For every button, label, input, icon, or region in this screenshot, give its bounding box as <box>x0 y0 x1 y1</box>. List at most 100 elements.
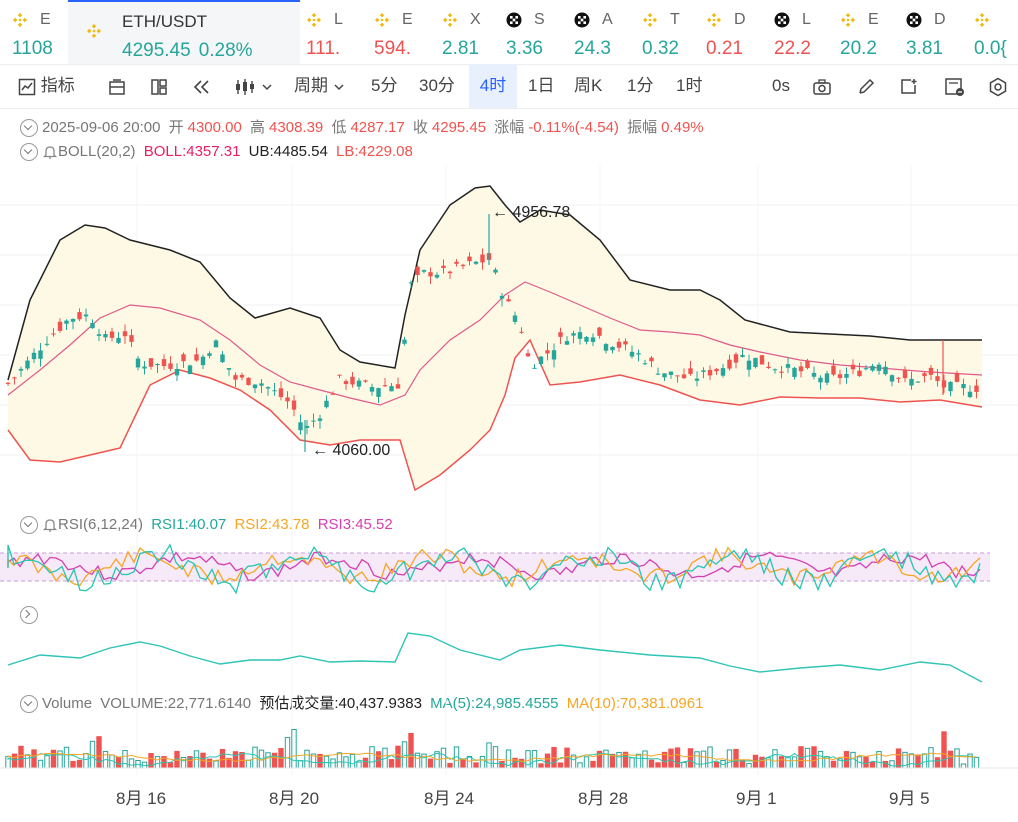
candle-body <box>935 376 940 381</box>
layout-icon <box>109 78 125 95</box>
candle-body <box>668 371 674 375</box>
calculator-button[interactable] <box>944 64 966 108</box>
ticker-price-value: 22.2 <box>774 38 811 59</box>
candle-body <box>421 270 427 272</box>
candle-body <box>317 418 323 421</box>
candle-body <box>636 353 641 355</box>
ticker-item[interactable]: ETH/USDT 4295.45 0.28% <box>68 0 300 64</box>
collapse-toggle-icon[interactable] <box>20 516 38 535</box>
candle-body <box>766 366 771 368</box>
volume-bar <box>356 761 362 769</box>
candle-body <box>83 314 89 317</box>
ticker-price-value: 3.36 <box>506 38 543 59</box>
boll-name: BOLL(20,2) <box>58 143 136 160</box>
bell-icon[interactable] <box>42 144 58 160</box>
x-axis-label: 9月 1 <box>736 789 777 808</box>
ticker-price-value: 24.3 <box>574 38 611 59</box>
ticker-price-value: 2.81 <box>442 38 479 59</box>
settings-button[interactable] <box>988 64 1008 108</box>
open-value: 4300.00 <box>187 119 242 136</box>
volume-bar <box>531 750 538 769</box>
interval-1w[interactable]: 周K <box>574 76 603 95</box>
binance-icon <box>87 24 101 38</box>
ticker-symbol: L <box>802 11 811 28</box>
candle-body <box>798 366 804 372</box>
chevron-down-icon <box>334 83 344 90</box>
candle-body <box>889 375 895 382</box>
boll-legend: BOLL(20,2) BOLL:4357.31 UB:4485.54 LB:42… <box>20 143 417 162</box>
collapse-toggle-icon[interactable] <box>20 143 38 162</box>
candle-body <box>330 393 336 395</box>
volume-bar <box>408 732 414 769</box>
indicators-button[interactable]: 指标 <box>18 64 75 108</box>
interval-1h[interactable]: 1时 <box>676 76 703 95</box>
replay-button[interactable] <box>192 64 212 108</box>
volume-bar <box>746 763 752 769</box>
expand-toggle-icon[interactable] <box>20 606 38 625</box>
volume-bar <box>687 748 694 769</box>
ticker-price-value: 20.2 <box>840 38 877 59</box>
candle-body <box>577 332 583 339</box>
candle-body <box>662 373 667 378</box>
collapse-toggle-icon[interactable] <box>20 119 38 138</box>
split-view-button[interactable] <box>150 64 168 108</box>
ticker-symbol: L <box>334 11 343 28</box>
volume-value: VOLUME:22,771.6140 <box>100 695 252 712</box>
collapse-toggle-icon[interactable] <box>20 695 38 714</box>
draw-button[interactable] <box>857 64 877 108</box>
volume-bar <box>304 749 310 769</box>
interval-5m[interactable]: 5分 <box>371 76 398 95</box>
candle-body <box>590 337 596 342</box>
bell-icon[interactable] <box>42 517 58 533</box>
chart-type-button[interactable] <box>234 64 273 108</box>
candle-body <box>259 383 264 386</box>
rsi2-value: RSI2:43.78 <box>234 516 310 533</box>
candle-body <box>226 368 232 370</box>
binance-icon <box>13 13 27 27</box>
volume-estimate: 预估成交量:40,437.9383 <box>259 695 422 712</box>
volume-bar <box>694 751 700 769</box>
candle-body <box>714 368 719 372</box>
template-button[interactable] <box>108 64 126 108</box>
candle-body <box>740 354 745 357</box>
volume-bar <box>206 758 213 769</box>
camera-icon <box>813 78 831 95</box>
candle-body <box>116 337 121 343</box>
x-axis-label: 8月 28 <box>578 789 629 808</box>
interval-1d[interactable]: 1日 <box>528 76 555 95</box>
period-dropdown[interactable]: 周期 <box>294 64 345 108</box>
volume-bar <box>115 756 122 769</box>
fullscreen-button[interactable] <box>899 64 919 108</box>
candle-body <box>792 367 797 377</box>
candle-body <box>538 356 544 365</box>
high-marker-value: 4956.78 <box>512 204 571 221</box>
candle-body <box>753 357 758 368</box>
close-value: 4295.45 <box>431 119 487 136</box>
candle-body <box>948 381 953 392</box>
volume-bar <box>31 749 37 769</box>
interval-1m[interactable]: 1分 <box>627 76 654 95</box>
volume-bar <box>947 750 954 769</box>
candle-body <box>434 274 440 278</box>
candle-body <box>369 387 375 392</box>
candle-body <box>135 358 141 368</box>
screenshot-button[interactable] <box>812 64 832 108</box>
candle-body <box>168 363 173 369</box>
ticker-bar: E 1108 ETH/USDT 4295.45 0.28% L 111. E 594. X 2.81… <box>0 0 1018 65</box>
volume-bar <box>726 749 733 769</box>
candle-body <box>525 353 531 357</box>
candle-body <box>603 344 609 351</box>
candle-body <box>272 390 277 392</box>
candle-body <box>473 261 479 264</box>
volume-bar <box>700 750 707 769</box>
candle-body <box>818 377 823 383</box>
interval-4h[interactable]: 4时 <box>469 64 517 108</box>
candle-body <box>213 340 219 348</box>
pencil-icon <box>859 78 875 94</box>
interval-30m[interactable]: 30分 <box>419 76 455 95</box>
candle-body <box>324 400 329 408</box>
boll-lb-value: LB:4229.08 <box>336 143 413 160</box>
rsi3-line <box>7 551 981 581</box>
ticker-price: 0.21 <box>706 38 743 60</box>
